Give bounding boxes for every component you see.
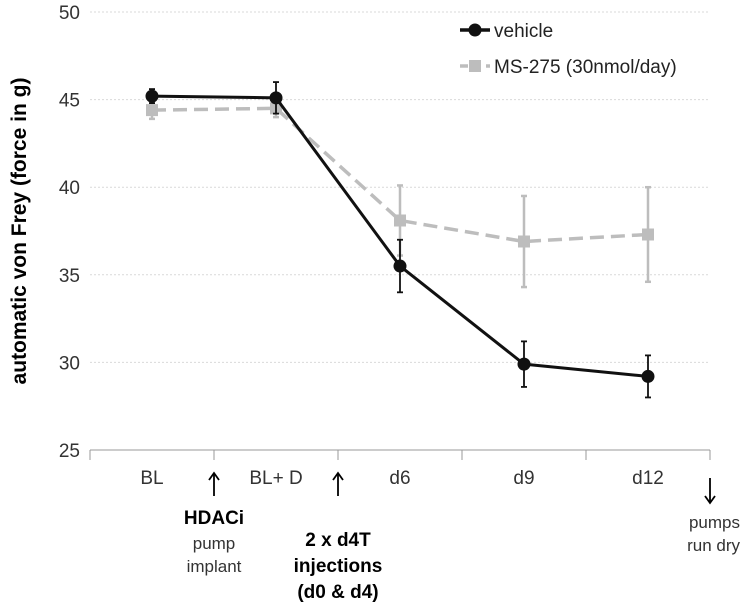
x-tick-label: BL bbox=[140, 468, 163, 489]
annotation-text: run dry bbox=[687, 536, 740, 555]
legend-label: vehicle bbox=[494, 21, 553, 42]
data-point bbox=[641, 369, 655, 383]
annotation-text: (d0 & d4) bbox=[297, 582, 378, 603]
legend-marker bbox=[468, 23, 482, 37]
series-group bbox=[145, 81, 655, 399]
data-point bbox=[393, 259, 407, 273]
arrow-head bbox=[208, 471, 220, 481]
x-tick-label: d6 bbox=[389, 468, 410, 489]
legend-item-ms275: MS-275 (30nmol/day) bbox=[460, 57, 677, 78]
annotation-text: HDACi bbox=[184, 508, 244, 529]
data-point bbox=[145, 89, 159, 103]
y-tick-label: 40 bbox=[59, 178, 80, 199]
y-axis-label: automatic von Frey (force in g) bbox=[8, 78, 31, 385]
annotation-text: pump bbox=[193, 534, 236, 553]
annotation-text: injections bbox=[294, 556, 383, 577]
y-tick-label: 50 bbox=[59, 3, 80, 24]
annotation-pumps: pumps run dry bbox=[687, 478, 740, 555]
legend-marker bbox=[469, 60, 481, 72]
legend: vehicle MS-275 (30nmol/day) bbox=[460, 21, 677, 78]
data-point bbox=[146, 104, 158, 117]
axes: automatic von Frey (force in g) bbox=[8, 78, 710, 451]
annotation-text: pumps bbox=[689, 513, 740, 532]
data-point bbox=[517, 357, 531, 371]
series-vehicle bbox=[145, 81, 655, 399]
x-tick-labels: BL BL+ D d6 d9 d12 bbox=[140, 468, 663, 489]
arrow-head bbox=[704, 495, 716, 505]
x-tick-label: d9 bbox=[513, 468, 534, 489]
x-tick-label: d12 bbox=[632, 468, 664, 489]
arrow-head bbox=[332, 471, 344, 481]
legend-label: MS-275 (30nmol/day) bbox=[494, 57, 677, 78]
annotation-text: 2 x d4T bbox=[305, 530, 371, 551]
y-tick-label: 35 bbox=[59, 266, 80, 287]
x-tick-label: BL+ D bbox=[249, 468, 302, 489]
y-tick-label: 30 bbox=[59, 353, 80, 374]
annotation-hdaci: HDACi pump implant bbox=[184, 471, 244, 576]
legend-item-vehicle: vehicle bbox=[460, 21, 553, 42]
annotations: HDACi pump implant 2 x d4T injections (d0 & d… bbox=[184, 471, 740, 603]
y-tick-label: 25 bbox=[59, 441, 80, 462]
data-point bbox=[269, 91, 283, 105]
annotation-text: implant bbox=[187, 557, 242, 576]
annotation-d4t: 2 x d4T injections (d0 & d4) bbox=[294, 471, 383, 603]
y-tick-label: 45 bbox=[59, 91, 80, 112]
data-point bbox=[394, 214, 406, 227]
data-point bbox=[518, 235, 530, 248]
y-tick-labels: 25 30 35 40 45 50 bbox=[59, 3, 80, 462]
data-point bbox=[642, 228, 654, 241]
